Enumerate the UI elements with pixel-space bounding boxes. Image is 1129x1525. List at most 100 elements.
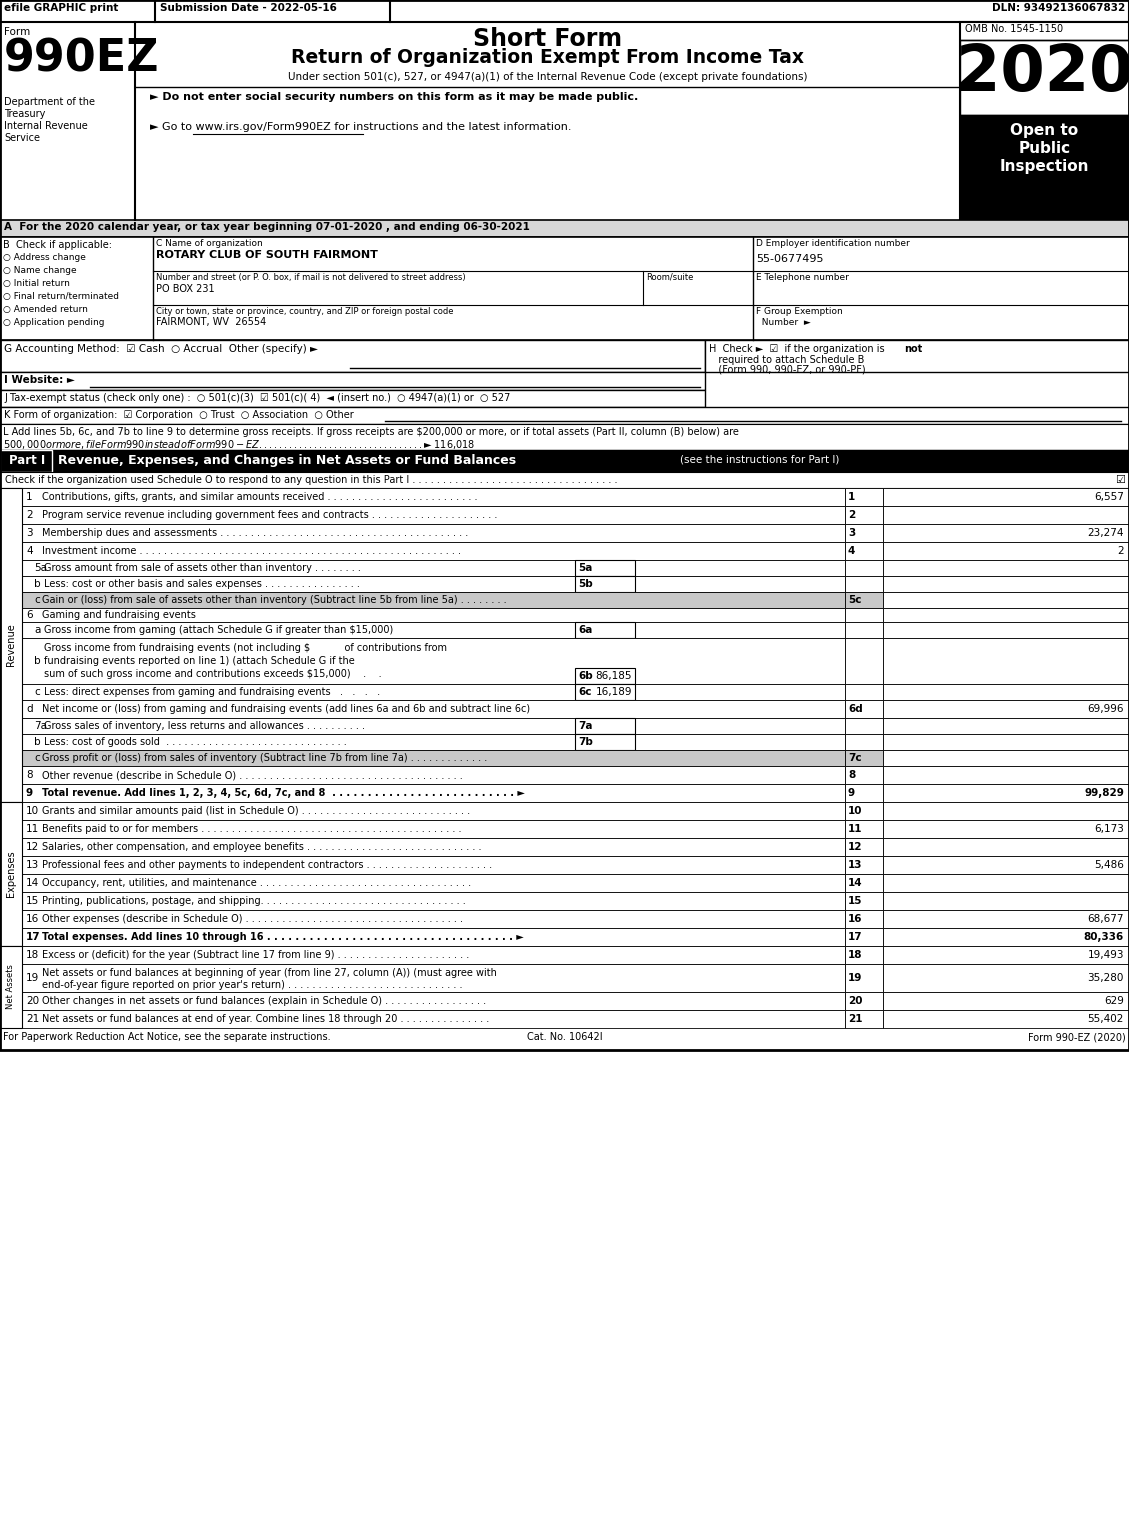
Bar [883,839,1129,856]
Text: 5,486: 5,486 [1094,860,1124,869]
Bar [21,839,844,856]
Bar [21,874,844,892]
Text: 99,829: 99,829 [1084,788,1124,798]
Text: Revenue: Revenue [6,624,16,666]
Bar [883,1010,1129,1028]
Text: Total expenses. Add lines 10 through 16 . . . . . . . . . . . . . . . . . . . . : Total expenses. Add lines 10 through 16 … [42,932,524,942]
Text: Net assets or fund balances at beginning of year (from line 27, column (A)) (mus: Net assets or fund balances at beginning… [42,968,497,978]
Text: 8: 8 [26,770,33,779]
Text: 6a: 6a [578,625,593,634]
Bar [0,450,1129,473]
Text: 3: 3 [26,528,33,538]
Text: 9: 9 [848,788,855,798]
Bar [844,700,883,718]
Bar [844,964,883,991]
Text: ○ Initial return: ○ Initial return [3,279,70,288]
Bar [21,964,844,991]
Text: 9: 9 [26,788,33,798]
Text: 5a: 5a [578,563,593,573]
Text: Under section 501(c), 527, or 4947(a)(1) of the Internal Revenue Code (except pr: Under section 501(c), 527, or 4947(a)(1)… [288,72,807,82]
Text: 6,557: 6,557 [1094,493,1124,502]
Text: 11: 11 [848,824,863,834]
Text: 6b: 6b [578,671,593,682]
Text: c: c [34,686,40,697]
Text: 5a: 5a [34,563,47,573]
Bar [0,473,1129,488]
Text: 2: 2 [848,509,856,520]
Bar [844,685,883,700]
Text: Occupancy, rent, utilities, and maintenance . . . . . . . . . . . . . . . . . . : Occupancy, rent, utilities, and maintena… [42,878,471,888]
Bar [0,340,704,372]
Text: 13: 13 [848,860,863,869]
Bar [883,874,1129,892]
Bar [0,390,704,407]
Bar [883,560,1129,576]
Text: Professional fees and other payments to independent contractors . . . . . . . . : Professional fees and other payments to … [42,860,492,869]
Bar [21,820,844,839]
Text: 13: 13 [26,860,40,869]
Text: 7a: 7a [578,721,593,730]
Text: 21: 21 [26,1014,40,1023]
Bar [0,220,1129,236]
Text: A  For the 2020 calendar year, or tax year beginning 07-01-2020 , and ending 06-: A For the 2020 calendar year, or tax yea… [5,223,530,232]
Bar [21,488,844,506]
Bar [575,685,634,700]
Bar [883,576,1129,592]
Bar [883,488,1129,506]
Text: Investment income . . . . . . . . . . . . . . . . . . . . . . . . . . . . . . . : Investment income . . . . . . . . . . . … [42,546,461,557]
Bar [704,340,1129,372]
Bar [575,560,634,576]
Text: 20: 20 [848,996,863,1006]
Text: Part I: Part I [9,454,45,467]
Text: Net Assets: Net Assets [7,965,16,1010]
Text: ○ Application pending: ○ Application pending [3,319,105,326]
Bar [883,608,1129,622]
Text: 55-0677495: 55-0677495 [756,255,823,264]
Text: D Employer identification number: D Employer identification number [756,239,910,249]
Bar [883,637,1129,685]
Text: 12: 12 [848,842,863,852]
Bar [883,802,1129,820]
Bar [21,892,844,910]
Text: 4: 4 [848,546,856,557]
Bar [844,784,883,802]
Text: G Accounting Method:  ☑ Cash  ○ Accrual  Other (specify) ►: G Accounting Method: ☑ Cash ○ Accrual Ot… [5,345,318,354]
Text: ○ Address change: ○ Address change [3,253,86,262]
Text: Total revenue. Add lines 1, 2, 3, 4, 5c, 6d, 7c, and 8  . . . . . . . . . . . . : Total revenue. Add lines 1, 2, 3, 4, 5c,… [42,788,525,798]
Text: 6d: 6d [848,705,863,714]
Text: 10: 10 [848,807,863,816]
Bar [844,750,883,766]
Bar [844,560,883,576]
Bar [21,991,844,1010]
Text: ☑: ☑ [1115,474,1124,485]
Bar [21,750,844,766]
Text: 7a: 7a [34,721,47,730]
Text: 1: 1 [26,493,33,502]
Text: 11: 11 [26,824,40,834]
Text: Expenses: Expenses [6,851,16,897]
Bar [844,839,883,856]
Bar [844,820,883,839]
Text: b: b [34,580,41,589]
Bar [883,750,1129,766]
Text: sum of such gross income and contributions exceeds $15,000)    .    .: sum of such gross income and contributio… [44,669,382,679]
Text: 18: 18 [26,950,40,961]
Text: Form: Form [5,27,30,37]
Text: PO BOX 231: PO BOX 231 [156,284,215,294]
Text: 1: 1 [848,493,856,502]
Text: K Form of organization:  ☑ Corporation  ○ Trust  ○ Association  ○ Other: K Form of organization: ☑ Corporation ○ … [5,410,353,419]
Text: Service: Service [5,133,40,143]
Bar [883,910,1129,929]
Bar [575,668,634,685]
Text: 2: 2 [26,509,33,520]
Text: Number and street (or P. O. box, if mail is not delivered to street address): Number and street (or P. O. box, if mail… [156,273,465,282]
Text: Check if the organization used Schedule O to respond to any question in this Par: Check if the organization used Schedule … [5,474,618,485]
Bar [960,40,1129,114]
Text: 86,185: 86,185 [595,671,632,682]
Bar [21,685,844,700]
Text: Contributions, gifts, grants, and similar amounts received . . . . . . . . . . .: Contributions, gifts, grants, and simila… [42,493,478,502]
Text: 21: 21 [848,1014,863,1023]
Text: 15: 15 [848,897,863,906]
Text: c: c [34,753,40,762]
Bar [883,525,1129,541]
